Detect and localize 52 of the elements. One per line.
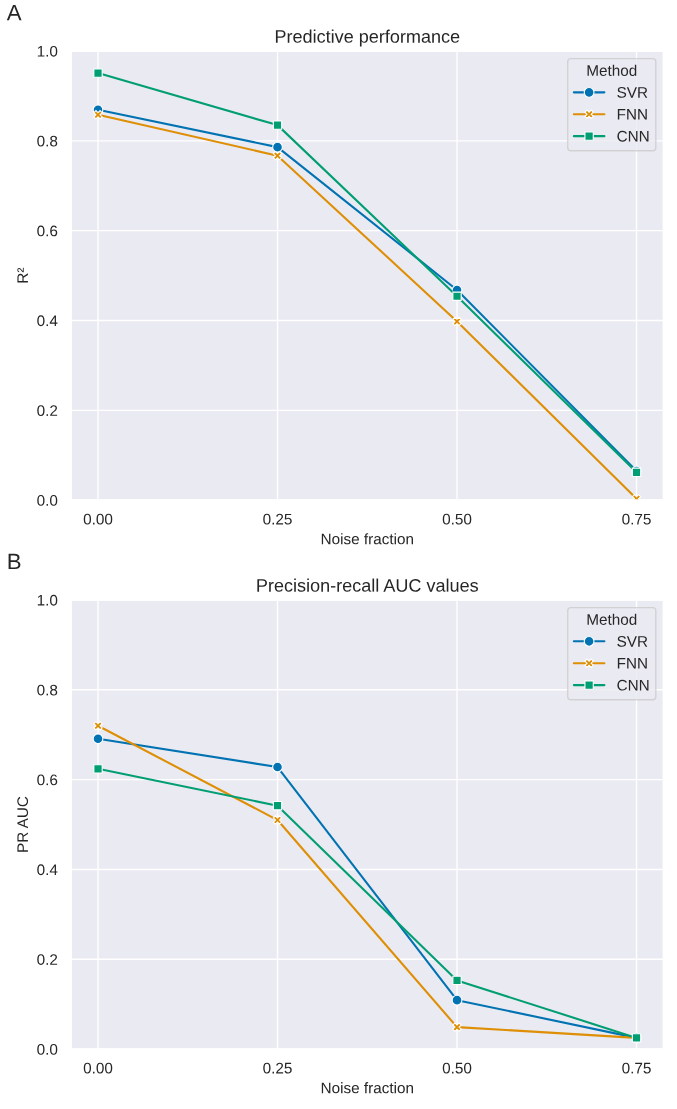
y-tick-label: 0.0	[37, 495, 58, 506]
x-axis-title: Noise fraction	[321, 533, 413, 545]
point	[93, 110, 103, 120]
point	[93, 764, 103, 774]
x-tick-label: 0.25	[263, 1062, 292, 1074]
y-tick-label: 0.6	[37, 225, 58, 237]
x-tick-label: 0.50	[442, 513, 472, 525]
point	[272, 800, 283, 811]
x-tick-label: 0.25	[263, 513, 292, 525]
y-axis-title: R²	[17, 267, 28, 283]
point	[272, 120, 283, 130]
chart-title: Precision-recall AUC values	[257, 578, 479, 592]
x-tick-label: 0.00	[83, 513, 113, 525]
legend-label: CNN	[617, 679, 649, 691]
text: A	[6, 4, 22, 21]
point	[92, 733, 104, 745]
y-tick-label: 0.8	[37, 135, 58, 147]
y-axis-title: PR AUC	[17, 796, 29, 852]
legend-label: FNN	[617, 658, 647, 669]
y-tick-label: 1.0	[37, 45, 58, 57]
point	[452, 1022, 462, 1032]
point	[272, 150, 283, 161]
legend-label: FNN	[617, 109, 647, 120]
point	[93, 721, 103, 731]
y-tick-label: 0.8	[37, 684, 58, 696]
point	[452, 975, 462, 986]
legend-title: Method	[587, 64, 637, 76]
y-tick-label: 0.0	[37, 1043, 58, 1055]
point	[452, 291, 462, 301]
x-tick-label: 0.50	[442, 1062, 472, 1074]
point	[452, 316, 462, 327]
point	[451, 994, 463, 1006]
chart-title: Predictive performance	[275, 29, 460, 47]
point	[272, 815, 283, 825]
y-tick-label: 0.2	[37, 405, 58, 417]
legend-label: SVR	[617, 87, 648, 98]
y-tick-label: 1.0	[37, 594, 58, 606]
point	[272, 761, 283, 773]
x-axis-title: Noise fraction	[321, 1082, 413, 1094]
legend-title: Method	[587, 613, 637, 625]
x-tick-label: 0.75	[622, 1062, 651, 1074]
x-tick-label: 0.00	[83, 1062, 113, 1074]
point	[93, 68, 103, 78]
text: B	[8, 553, 21, 570]
legend-label: CNN	[617, 130, 649, 142]
y-tick-label: 0.4	[37, 864, 58, 876]
x-tick-label: 0.75	[622, 513, 651, 525]
y-tick-label: 0.2	[37, 954, 58, 965]
y-tick-label: 0.6	[37, 774, 58, 786]
legend-label: SVR	[617, 636, 648, 647]
point	[272, 141, 283, 153]
y-tick-label: 0.4	[37, 315, 58, 327]
